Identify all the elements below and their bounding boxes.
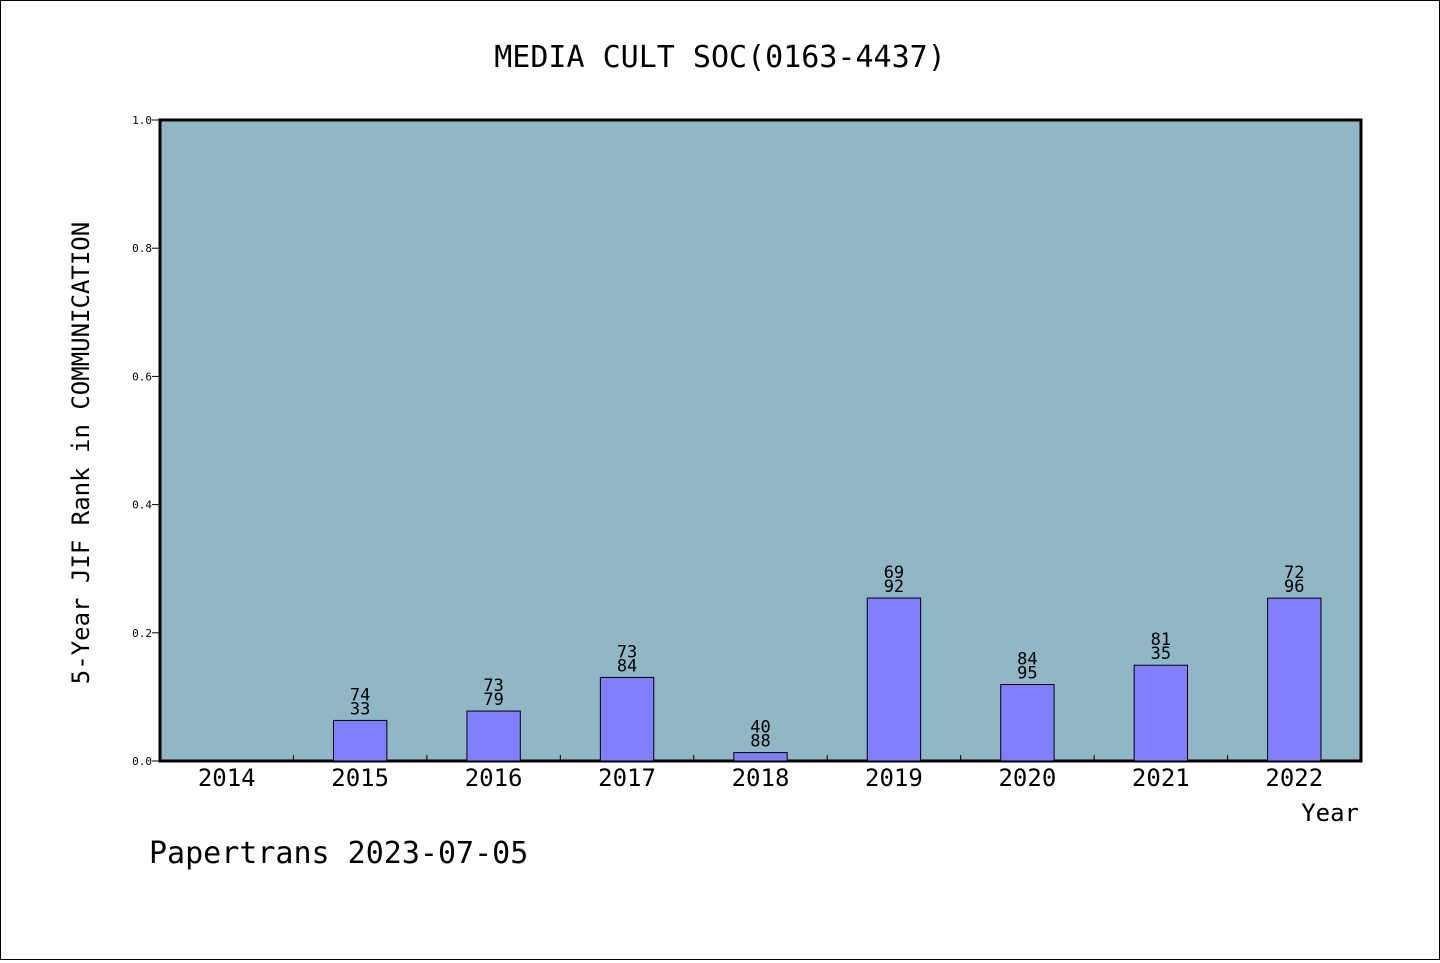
bar-label-2016-line1: 73 [483,676,503,696]
y-tick-label: 0.6 [132,370,152,383]
bar-2019 [866,597,922,762]
x-tick-label-2015: 2015 [331,764,389,792]
x-tick-label-2017: 2017 [598,764,656,792]
bar-label-2018-line1: 40 [750,718,770,738]
y-tick-label: 0.4 [132,499,152,512]
bar-label-2016-line2: 79 [483,690,503,710]
y-axis-label: 5-Year JIF Rank in COMMUNICATION [67,222,95,684]
bar-2015 [332,719,388,762]
bar-label-2018-line2: 88 [750,732,770,752]
x-tick-label-2020: 2020 [998,764,1056,792]
bar-label-2019-line2: 92 [884,577,904,597]
x-tick-label-2021: 2021 [1132,764,1190,792]
bar-2018 [733,752,788,762]
bar-2020 [1000,684,1055,762]
bar-label-2022-line1: 72 [1284,563,1304,583]
x-axis-label: Year [1301,799,1359,827]
x-tick-label-2019: 2019 [865,764,923,792]
x-tick-label-2018: 2018 [732,764,790,792]
x-tick-label-2014: 2014 [198,764,256,792]
plot-area [158,118,1363,763]
bar-label-2020-line1: 84 [1017,650,1037,670]
bar-label-2015-line2: 33 [350,699,370,719]
bar-2017 [599,676,655,762]
y-tick-label: 1.0 [132,114,152,127]
bar-2022 [1267,597,1322,762]
bar-label-2021-line2: 35 [1151,644,1171,664]
chart-title: MEDIA CULT SOC(0163-4437) [494,40,946,75]
y-tick-label: 0.2 [132,627,152,640]
bar-label-2019-line1: 69 [884,563,904,583]
bar-label-2017-line1: 73 [617,642,637,662]
bar-label-2022-line2: 96 [1284,577,1304,597]
bar-label-2020-line2: 95 [1017,664,1037,684]
y-tick-label: 0.0 [132,755,152,768]
bar-label-2017-line2: 84 [617,656,637,676]
bar-2021 [1133,664,1189,762]
bar-series [332,597,1322,762]
bar-label-2015-line1: 74 [350,685,370,705]
footer-credit: Papertrans 2023-07-05 [149,836,528,871]
y-tick-label: 0.8 [132,242,152,255]
bar-label-2021-line1: 81 [1151,630,1171,650]
x-tick-label-2022: 2022 [1265,764,1323,792]
x-axis-tick-labels: 2014 2015 2016 2017 2018 2019 2020 2021 2022 [198,764,1323,792]
bar-2016 [466,710,521,762]
x-tick-label-2016: 2016 [465,764,523,792]
x-axis-ticks [292,755,1229,761]
y-axis-ticks: 0.0 0.2 0.4 0.6 0.8 1.0 [132,114,160,768]
